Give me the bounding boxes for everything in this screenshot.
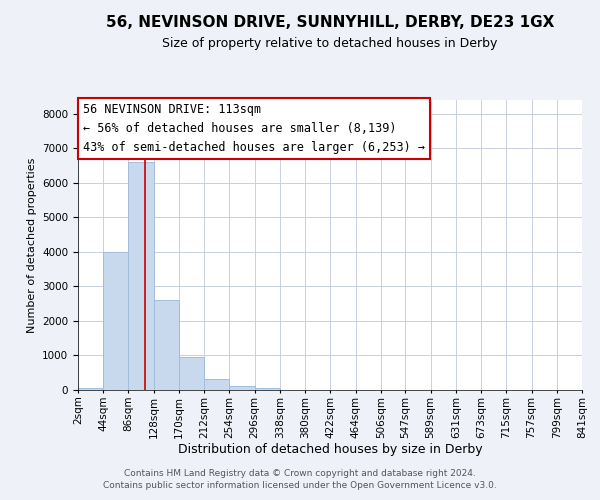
Bar xyxy=(103,252,128,390)
X-axis label: Distribution of detached houses by size in Derby: Distribution of detached houses by size … xyxy=(178,443,482,456)
Bar xyxy=(254,388,280,390)
Bar xyxy=(78,388,103,390)
Text: 56 NEVINSON DRIVE: 113sqm
← 56% of detached houses are smaller (8,139)
43% of se: 56 NEVINSON DRIVE: 113sqm ← 56% of detac… xyxy=(83,103,425,154)
Bar xyxy=(154,300,179,390)
Bar xyxy=(204,379,229,390)
Text: Size of property relative to detached houses in Derby: Size of property relative to detached ho… xyxy=(163,38,497,51)
Bar xyxy=(128,162,154,390)
Bar xyxy=(229,386,254,390)
Text: Contains public sector information licensed under the Open Government Licence v3: Contains public sector information licen… xyxy=(103,481,497,490)
Y-axis label: Number of detached properties: Number of detached properties xyxy=(26,158,37,332)
Text: 56, NEVINSON DRIVE, SUNNYHILL, DERBY, DE23 1GX: 56, NEVINSON DRIVE, SUNNYHILL, DERBY, DE… xyxy=(106,15,554,30)
Bar xyxy=(179,357,204,390)
Text: Contains HM Land Registry data © Crown copyright and database right 2024.: Contains HM Land Registry data © Crown c… xyxy=(124,468,476,477)
